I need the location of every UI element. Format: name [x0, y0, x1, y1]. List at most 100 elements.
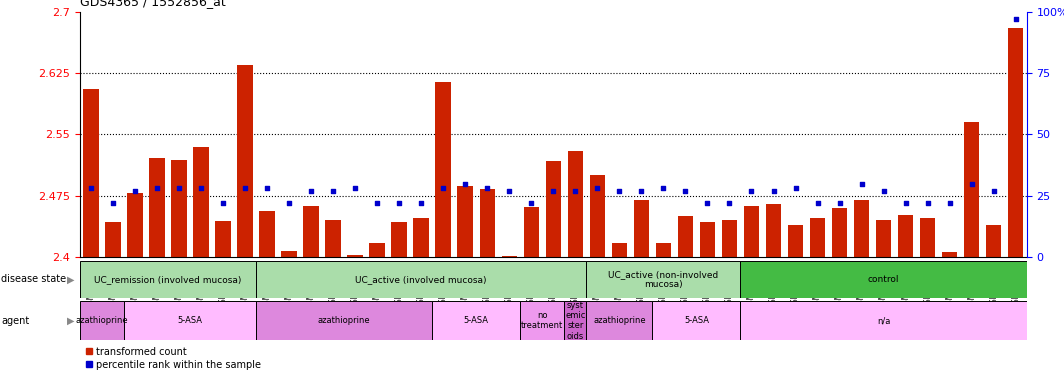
Bar [523, 207, 539, 257]
Bar [655, 243, 671, 257]
Bar [678, 216, 693, 257]
Text: ▶: ▶ [67, 316, 74, 326]
Point [897, 200, 914, 206]
Point [677, 188, 694, 194]
Text: control: control [868, 275, 899, 284]
Bar [303, 207, 319, 257]
Point [875, 188, 892, 194]
Point [919, 200, 936, 206]
Bar [432, 301, 520, 340]
Bar [260, 212, 275, 257]
Point [765, 188, 782, 194]
Point [193, 185, 210, 192]
Text: n/a: n/a [877, 316, 891, 325]
Point [501, 188, 518, 194]
Text: GDS4365 / 1552856_at: GDS4365 / 1552856_at [80, 0, 226, 8]
Text: disease state: disease state [1, 274, 66, 285]
Point [545, 188, 562, 194]
Text: 5-ASA: 5-ASA [178, 316, 202, 325]
Point [236, 185, 253, 192]
Bar [194, 147, 209, 257]
Bar [741, 301, 1027, 340]
Point [963, 180, 980, 187]
Bar [546, 161, 561, 257]
Bar [766, 204, 781, 257]
Bar [652, 301, 741, 340]
Text: no
treatment: no treatment [521, 311, 564, 330]
Bar [876, 220, 892, 257]
Bar [986, 225, 1001, 257]
Text: azathioprine: azathioprine [593, 316, 646, 325]
Text: UC_active (non-involved
mucosa): UC_active (non-involved mucosa) [609, 270, 718, 289]
Bar [256, 301, 432, 340]
Bar [149, 158, 165, 257]
Point [215, 200, 232, 206]
Bar [123, 301, 256, 340]
Point [567, 188, 584, 194]
Point [942, 200, 959, 206]
Bar [171, 160, 186, 257]
Bar [392, 222, 406, 257]
Text: 5-ASA: 5-ASA [464, 316, 488, 325]
Point [721, 200, 738, 206]
Point [588, 185, 605, 192]
Legend: transformed count, percentile rank within the sample: transformed count, percentile rank withi… [85, 347, 262, 369]
Bar [741, 261, 1027, 298]
Text: azathioprine: azathioprine [76, 316, 128, 325]
Bar [326, 220, 340, 257]
Bar [589, 175, 605, 257]
Bar [414, 218, 429, 257]
Bar [744, 207, 760, 257]
Bar [256, 261, 586, 298]
Text: 5-ASA: 5-ASA [684, 316, 709, 325]
Text: syst
emic
ster
oids: syst emic ster oids [565, 301, 585, 341]
Bar [458, 186, 472, 257]
Bar [567, 151, 583, 257]
Bar [787, 225, 803, 257]
Point [699, 200, 716, 206]
Bar [612, 243, 627, 257]
Point [743, 188, 760, 194]
Point [809, 200, 826, 206]
Point [985, 188, 1002, 194]
Bar [700, 222, 715, 257]
Bar [435, 82, 451, 257]
Bar [83, 89, 99, 257]
Point [368, 200, 385, 206]
Bar [586, 301, 652, 340]
Bar [920, 218, 935, 257]
Point [104, 200, 121, 206]
Point [82, 185, 99, 192]
Point [1008, 16, 1025, 22]
Point [170, 185, 187, 192]
Bar [237, 65, 252, 257]
Bar [854, 200, 869, 257]
Bar [810, 218, 826, 257]
Bar [964, 122, 979, 257]
Text: UC_remission (involved mucosa): UC_remission (involved mucosa) [95, 275, 242, 284]
Bar [832, 208, 847, 257]
Point [654, 185, 671, 192]
Point [611, 188, 628, 194]
Point [148, 185, 165, 192]
Point [435, 185, 452, 192]
Bar [347, 255, 363, 257]
Bar [80, 301, 123, 340]
Bar [105, 222, 120, 257]
Point [479, 185, 496, 192]
Bar [369, 243, 385, 257]
Bar [215, 221, 231, 257]
Bar [942, 252, 958, 257]
Text: UC_active (involved mucosa): UC_active (involved mucosa) [355, 275, 487, 284]
Point [302, 188, 319, 194]
Bar [898, 215, 913, 257]
Point [127, 188, 144, 194]
Bar [586, 261, 741, 298]
Text: azathioprine: azathioprine [318, 316, 370, 325]
Point [325, 188, 342, 194]
Bar [634, 200, 649, 257]
Point [831, 200, 848, 206]
Bar [520, 301, 564, 340]
Point [281, 200, 298, 206]
Bar [80, 261, 256, 298]
